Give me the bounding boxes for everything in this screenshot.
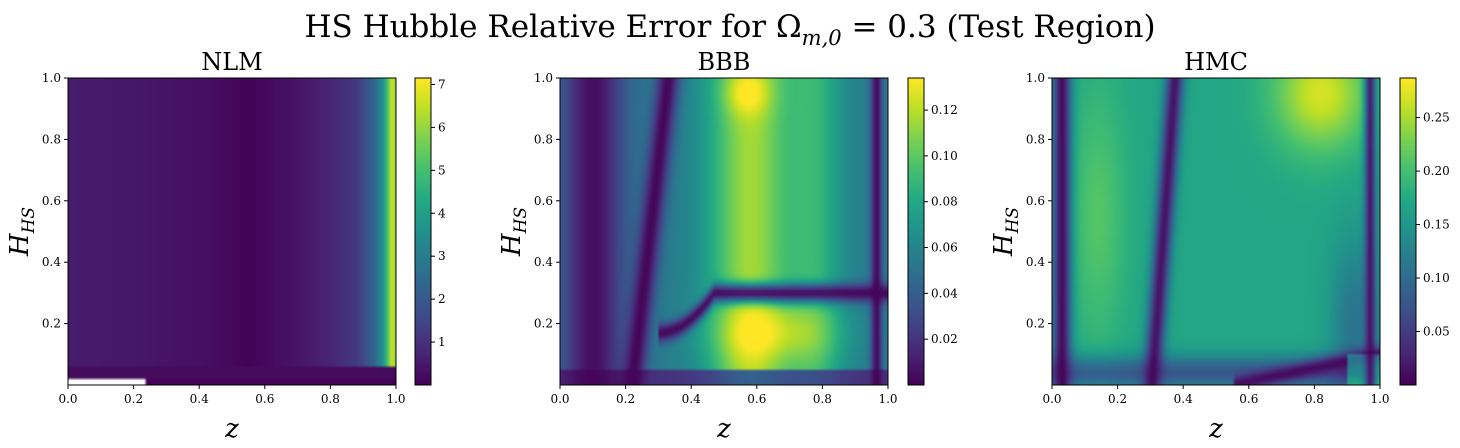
colorbar-tick-label: 0.10	[931, 149, 958, 163]
x-tick-label: 0.2	[124, 392, 143, 406]
x-tick-label: 0.4	[190, 392, 209, 406]
y-tick-label: 0.8	[1026, 132, 1045, 146]
x-axis-label-nlm: z	[224, 414, 239, 444]
x-tick-label: 1.0	[878, 392, 897, 406]
x-tick-label: 0.4	[682, 392, 701, 406]
y-tick-label: 0.4	[1026, 255, 1045, 269]
colorbar-bbb	[908, 78, 924, 385]
colorbar-tick-label: 3	[438, 249, 446, 263]
x-tick-label: 0.4	[1174, 392, 1193, 406]
x-tick-label: 1.0	[1370, 392, 1389, 406]
y-axis-label-bbb: HHS	[497, 207, 531, 257]
figure-title: HS Hubble Relative Error for Ωm,0 = 0.3 …	[304, 9, 1155, 50]
x-tick-label: 0.6	[1239, 392, 1258, 406]
colorbar-tick-label: 0.25	[1423, 111, 1450, 125]
y-tick-label: 0.6	[1026, 194, 1045, 208]
colorbar-frame-bbb	[907, 77, 925, 386]
y-axis-label-subscript: HS	[511, 207, 531, 234]
y-tick-label: 0.2	[1026, 317, 1045, 331]
subplot-title-bbb: BBB	[698, 48, 751, 76]
colorbar-tick-label: 0.10	[1423, 271, 1450, 285]
x-tick-label: 0.0	[58, 392, 77, 406]
y-axis-label-hmc: HHS	[989, 207, 1023, 257]
colorbar-hmc	[1400, 78, 1416, 385]
colorbar-frame-nlm	[414, 77, 432, 386]
colorbar-tick-label: 5	[438, 163, 446, 177]
plot-frame-bbb	[559, 77, 889, 386]
heatmap-image-bbb	[560, 78, 888, 385]
x-tick-label: 0.0	[1042, 392, 1061, 406]
subplot-title-hmc: HMC	[1184, 48, 1248, 76]
colorbar-tick-label: 0.08	[931, 195, 958, 209]
x-axis-label-bbb: z	[716, 414, 731, 444]
y-axis-label-subscript: HS	[19, 207, 39, 234]
x-tick-label: 1.0	[386, 392, 405, 406]
y-tick-label: 0.2	[534, 317, 553, 331]
plot-frame-hmc	[1051, 77, 1381, 386]
colorbar-tick-label: 2	[438, 292, 446, 306]
colorbar-tick-label: 1	[438, 335, 446, 349]
y-tick-label: 0.8	[534, 132, 553, 146]
subplot-bbb: BBB 0.0 0.2 0.4 0.6 0.8 1.0 0.2 0.4 0.6 0.8 1.0 z HHS…	[497, 48, 958, 444]
y-axis-label-nlm: HHS	[5, 207, 39, 257]
colorbar-tick-label: 0.15	[1423, 218, 1450, 232]
figure-title-main: HS Hubble Relative Error for Ω	[304, 9, 801, 45]
figure-title-tail: = 0.3 (Test Region)	[842, 9, 1156, 45]
colorbar-tick-label: 6	[438, 120, 446, 134]
x-tick-label: 0.8	[321, 392, 340, 406]
heatmap-image-hmc	[1052, 78, 1380, 385]
x-tick-label: 0.8	[1305, 392, 1324, 406]
y-tick-label: 0.8	[42, 132, 61, 146]
figure-title-subscript: m,0	[802, 26, 842, 50]
x-tick-label: 0.6	[255, 392, 274, 406]
colorbar-tick-label: 0.05	[1423, 325, 1450, 339]
colorbar-tick-label: 0.20	[1423, 164, 1450, 178]
y-tick-label: 0.4	[534, 255, 553, 269]
colorbar-tick-label: 7	[438, 77, 446, 91]
y-tick-label: 1.0	[42, 71, 61, 85]
subplot-hmc: HMC 0.0 0.2 0.4 0.6 0.8 1.0 0.2 0.4 0.6 0.8 1.0 z HHS…	[989, 48, 1450, 444]
y-tick-label: 0.4	[42, 255, 61, 269]
y-axis-label-main: H	[497, 232, 527, 257]
plot-frame-nlm	[67, 77, 397, 386]
colorbar-nlm	[415, 78, 431, 385]
heatmap-image-nlm	[68, 78, 396, 385]
x-tick-label: 0.0	[550, 392, 569, 406]
y-tick-label: 0.6	[42, 194, 61, 208]
colorbar-tick-label: 4	[438, 206, 446, 220]
y-axis-label-subscript: HS	[1003, 207, 1023, 234]
colorbar-tick-label: 0.02	[931, 332, 958, 346]
x-tick-label: 0.8	[813, 392, 832, 406]
colorbar-tick-label: 0.12	[931, 103, 958, 117]
x-tick-label: 0.2	[616, 392, 635, 406]
colorbar-frame-hmc	[1399, 77, 1417, 386]
x-tick-label: 0.2	[1108, 392, 1127, 406]
colorbar-tick-label: 0.04	[931, 286, 958, 300]
y-axis-label-main: H	[989, 232, 1019, 257]
y-axis-label-main: H	[5, 232, 35, 257]
x-axis-label-hmc: z	[1208, 414, 1223, 444]
subplot-title-nlm: NLM	[201, 48, 263, 76]
colorbar-tick-label: 0.06	[931, 241, 958, 255]
x-tick-label: 0.6	[747, 392, 766, 406]
y-tick-label: 1.0	[534, 71, 553, 85]
y-tick-label: 0.6	[534, 194, 553, 208]
subplot-nlm: NLM 0.0 0.2 0.4 0.6 0.8 1.0 0.2 0.4 0.6 0.8 1.0 z HHS…	[5, 48, 446, 444]
y-tick-label: 0.2	[42, 317, 61, 331]
y-tick-label: 1.0	[1026, 71, 1045, 85]
